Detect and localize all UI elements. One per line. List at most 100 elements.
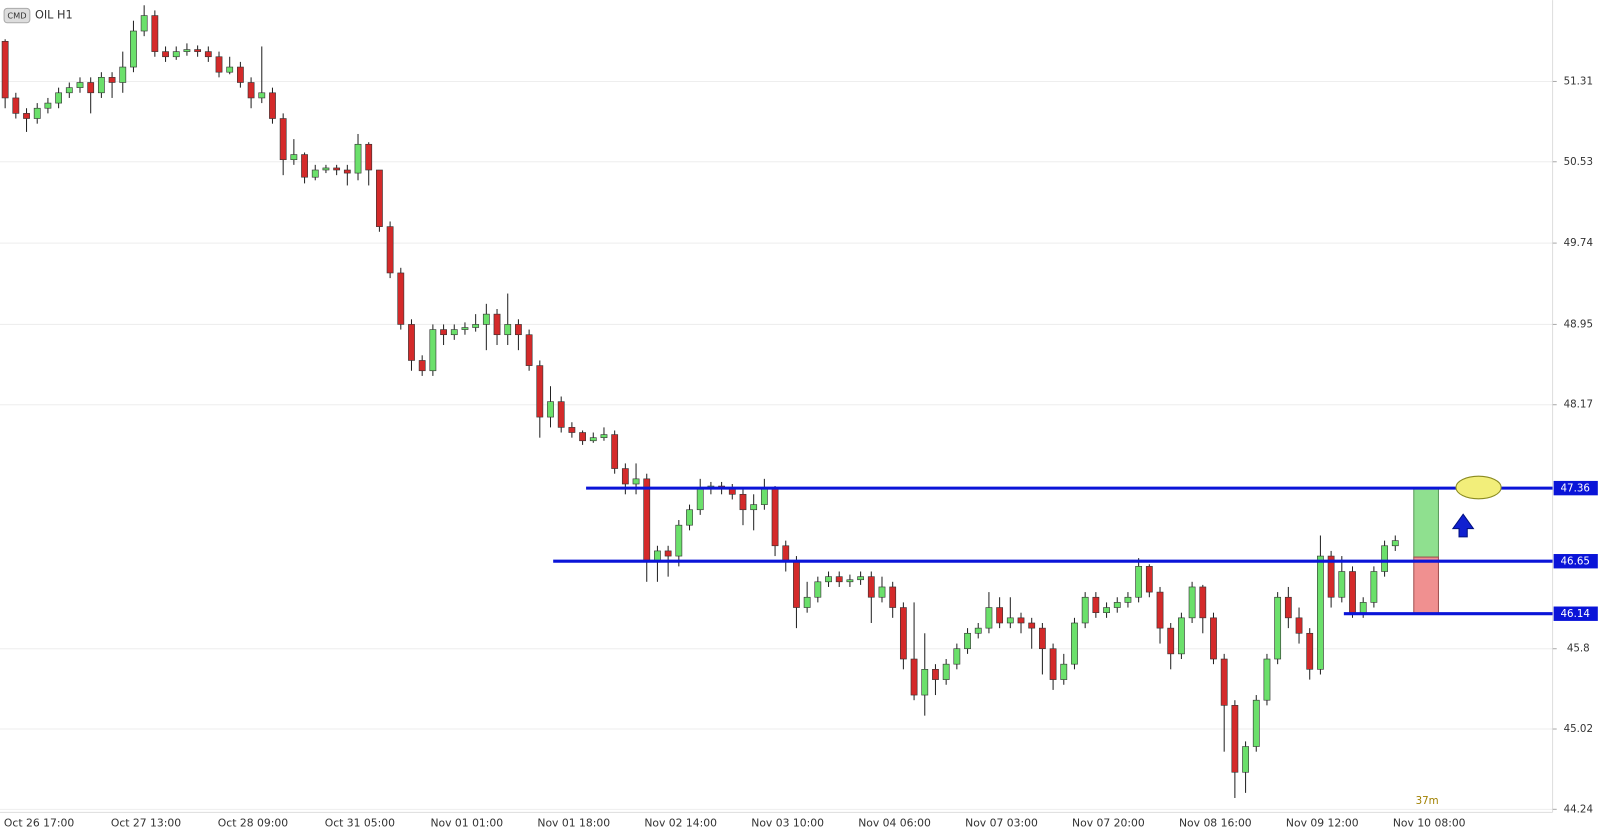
x-tick-label: Oct 26 17:00 bbox=[4, 817, 74, 829]
countdown: 37m bbox=[1416, 795, 1439, 807]
candle-body bbox=[290, 154, 298, 161]
target-marker bbox=[1455, 475, 1502, 500]
candle-body bbox=[279, 118, 287, 161]
candle-body bbox=[1210, 617, 1217, 660]
candle-body bbox=[974, 627, 982, 634]
candle-body bbox=[1391, 540, 1399, 547]
candle-body bbox=[675, 524, 683, 557]
candle-body bbox=[386, 226, 394, 274]
candle-body bbox=[803, 596, 811, 608]
candle-body bbox=[504, 324, 512, 336]
candle-body bbox=[825, 576, 832, 583]
candle-body bbox=[1338, 571, 1346, 598]
candle-body bbox=[760, 488, 768, 505]
candle-body bbox=[151, 15, 159, 52]
candle-body bbox=[1274, 596, 1282, 660]
candle-body bbox=[1156, 591, 1164, 629]
level-label: 47.36 bbox=[1561, 483, 1590, 495]
profit-zone bbox=[1413, 487, 1439, 558]
candle-body bbox=[728, 488, 736, 495]
candle-body bbox=[1231, 705, 1239, 773]
x-tick-label: Nov 10 08:00 bbox=[1393, 817, 1466, 829]
candle-body bbox=[1295, 617, 1303, 634]
candle-body bbox=[632, 478, 640, 485]
candle-body bbox=[194, 49, 202, 52]
candle-body bbox=[1317, 555, 1324, 670]
badge: CMD bbox=[7, 11, 26, 21]
candle-body bbox=[376, 169, 383, 227]
candle-body bbox=[1145, 566, 1153, 593]
candle-body bbox=[1220, 658, 1228, 706]
candle-body bbox=[130, 30, 137, 68]
candle-body bbox=[536, 365, 544, 418]
candle-body bbox=[65, 87, 73, 94]
x-tick-label: Oct 27 13:00 bbox=[111, 817, 181, 829]
x-tick-label: Nov 01 18:00 bbox=[537, 817, 610, 829]
x-tick-label: Nov 09 12:00 bbox=[1286, 817, 1359, 829]
candle-body bbox=[1039, 627, 1046, 650]
candle-body bbox=[793, 560, 800, 608]
badge-box bbox=[3, 7, 31, 24]
candle-body bbox=[493, 313, 501, 336]
candle-body bbox=[932, 669, 939, 680]
candle-body bbox=[204, 51, 212, 58]
y-tick-label: 49.74 bbox=[1564, 237, 1593, 249]
candle-body bbox=[964, 632, 971, 650]
candle-body bbox=[782, 545, 790, 562]
x-tick-label: Nov 03 10:00 bbox=[751, 817, 824, 829]
x-tick-label: Nov 02 14:00 bbox=[644, 817, 717, 829]
candle-body bbox=[899, 607, 907, 660]
candle-body bbox=[1113, 602, 1121, 608]
candle-body bbox=[87, 82, 95, 94]
candle-body bbox=[44, 102, 52, 109]
candle-body bbox=[589, 437, 597, 442]
x-tick-label: Nov 01 01:00 bbox=[430, 817, 503, 829]
candle-body bbox=[942, 663, 950, 680]
candle-body bbox=[418, 360, 426, 372]
candle-body bbox=[1188, 586, 1196, 619]
candle-body bbox=[750, 504, 758, 511]
y-tick-label: 45.8 bbox=[1567, 643, 1590, 655]
candle-body bbox=[889, 586, 897, 608]
candle-body bbox=[1327, 555, 1335, 598]
candle-body bbox=[162, 51, 169, 58]
up-arrow bbox=[1451, 513, 1475, 538]
candle-body bbox=[97, 77, 105, 94]
candle-body bbox=[1060, 663, 1068, 680]
candle-body bbox=[1252, 699, 1260, 747]
candle-body bbox=[568, 427, 576, 433]
candle-body bbox=[739, 493, 747, 511]
candle-body bbox=[1092, 596, 1100, 613]
y-tick-label: 51.31 bbox=[1564, 75, 1593, 87]
candle-body bbox=[921, 669, 929, 696]
candle-body bbox=[1124, 596, 1132, 603]
candle-body bbox=[621, 468, 629, 485]
candle-body bbox=[1006, 617, 1014, 624]
candle-body bbox=[878, 586, 886, 598]
candle-body bbox=[1167, 627, 1175, 655]
candle-body bbox=[664, 550, 672, 557]
candle-body bbox=[76, 82, 84, 88]
loss-zone bbox=[1413, 556, 1439, 615]
candle-body bbox=[910, 658, 918, 696]
candle-body bbox=[461, 327, 469, 330]
candle-body bbox=[1284, 596, 1292, 619]
candle-body bbox=[1263, 658, 1271, 701]
candle-body bbox=[408, 324, 415, 361]
candle-body bbox=[301, 154, 308, 178]
candle-body bbox=[643, 478, 651, 562]
candle-body bbox=[440, 329, 447, 336]
candles bbox=[1, 5, 1399, 799]
y-tick-label: 48.95 bbox=[1564, 318, 1593, 330]
candle-body bbox=[1381, 545, 1388, 572]
y-tick-label: 50.53 bbox=[1564, 156, 1593, 168]
candle-body bbox=[953, 648, 961, 665]
candle-body bbox=[846, 579, 854, 583]
y-tick-label: 48.17 bbox=[1564, 399, 1593, 411]
y-tick-label: 45.02 bbox=[1564, 723, 1593, 735]
candle-body bbox=[515, 324, 522, 336]
level-label: 46.14 bbox=[1561, 608, 1590, 620]
candle-body bbox=[1359, 602, 1367, 613]
